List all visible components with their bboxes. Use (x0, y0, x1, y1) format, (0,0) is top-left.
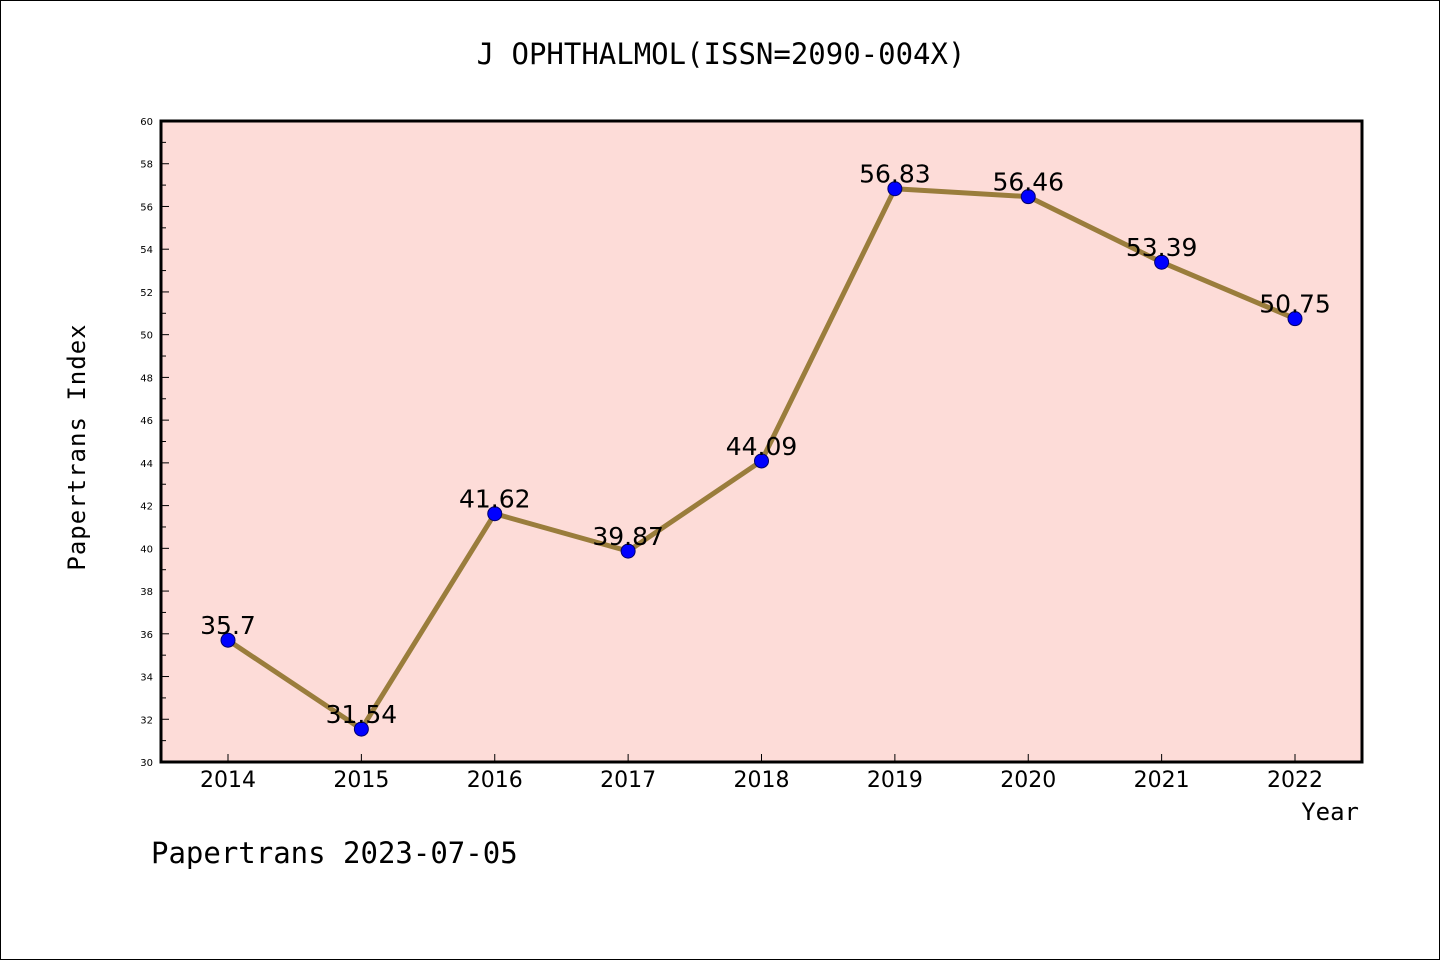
y-tick-label: 30 (140, 758, 153, 769)
y-tick-label: 32 (140, 715, 153, 726)
y-tick-label: 50 (140, 331, 153, 342)
data-point (887, 181, 903, 197)
y-axis-label: Papertrans Index (63, 323, 91, 571)
x-tick-label: 2016 (467, 768, 523, 793)
plot-area (161, 121, 1362, 762)
y-tick-label: 44 (140, 459, 153, 470)
x-tick-label: 2015 (333, 768, 389, 793)
data-label: 41.62 (459, 485, 531, 514)
y-tick-label: 48 (140, 373, 153, 384)
data-point (353, 721, 369, 737)
y-tick-label: 42 (140, 502, 153, 513)
data-label: 56.83 (859, 160, 931, 189)
x-tick-label: 2020 (1000, 768, 1056, 793)
data-point (220, 632, 236, 648)
y-tick-label: 40 (140, 544, 153, 555)
x-tick-label: 2017 (600, 768, 656, 793)
x-axis-label: Year (1301, 798, 1359, 826)
x-tick-label: 2018 (734, 768, 790, 793)
data-label: 50.75 (1259, 290, 1331, 319)
y-tick-label: 38 (140, 587, 153, 598)
y-tick-label: 54 (140, 245, 153, 256)
y-tick-label: 36 (140, 630, 153, 641)
data-point (620, 543, 636, 559)
y-tick-label: 52 (140, 288, 153, 299)
x-tick-label: 2019 (867, 768, 923, 793)
data-point (1287, 311, 1303, 327)
plot-border (159, 119, 1364, 764)
y-tick-label: 58 (140, 160, 153, 171)
data-label: 39.87 (592, 522, 664, 551)
footer-note: Papertrans 2023-07-05 (151, 836, 518, 870)
data-point (487, 506, 503, 522)
data-label: 44.09 (726, 432, 798, 461)
chart-title: J OPHTHALMOL(ISSN=2090-004X) (476, 37, 966, 71)
y-tick-label: 46 (140, 416, 153, 427)
x-tick-label: 2022 (1267, 768, 1323, 793)
x-tick-label: 2021 (1134, 768, 1190, 793)
data-label: 35.7 (200, 611, 256, 640)
data-point (1154, 254, 1170, 270)
data-label: 56.46 (992, 168, 1064, 197)
data-point (754, 453, 769, 469)
x-tick-label: 2014 (200, 768, 256, 793)
data-point (1020, 189, 1036, 205)
y-tick-label: 60 (140, 117, 153, 128)
data-label: 31.54 (326, 700, 398, 729)
y-tick-label: 34 (140, 673, 153, 684)
y-tick-label: 56 (140, 202, 153, 213)
data-label: 53.39 (1126, 233, 1198, 262)
